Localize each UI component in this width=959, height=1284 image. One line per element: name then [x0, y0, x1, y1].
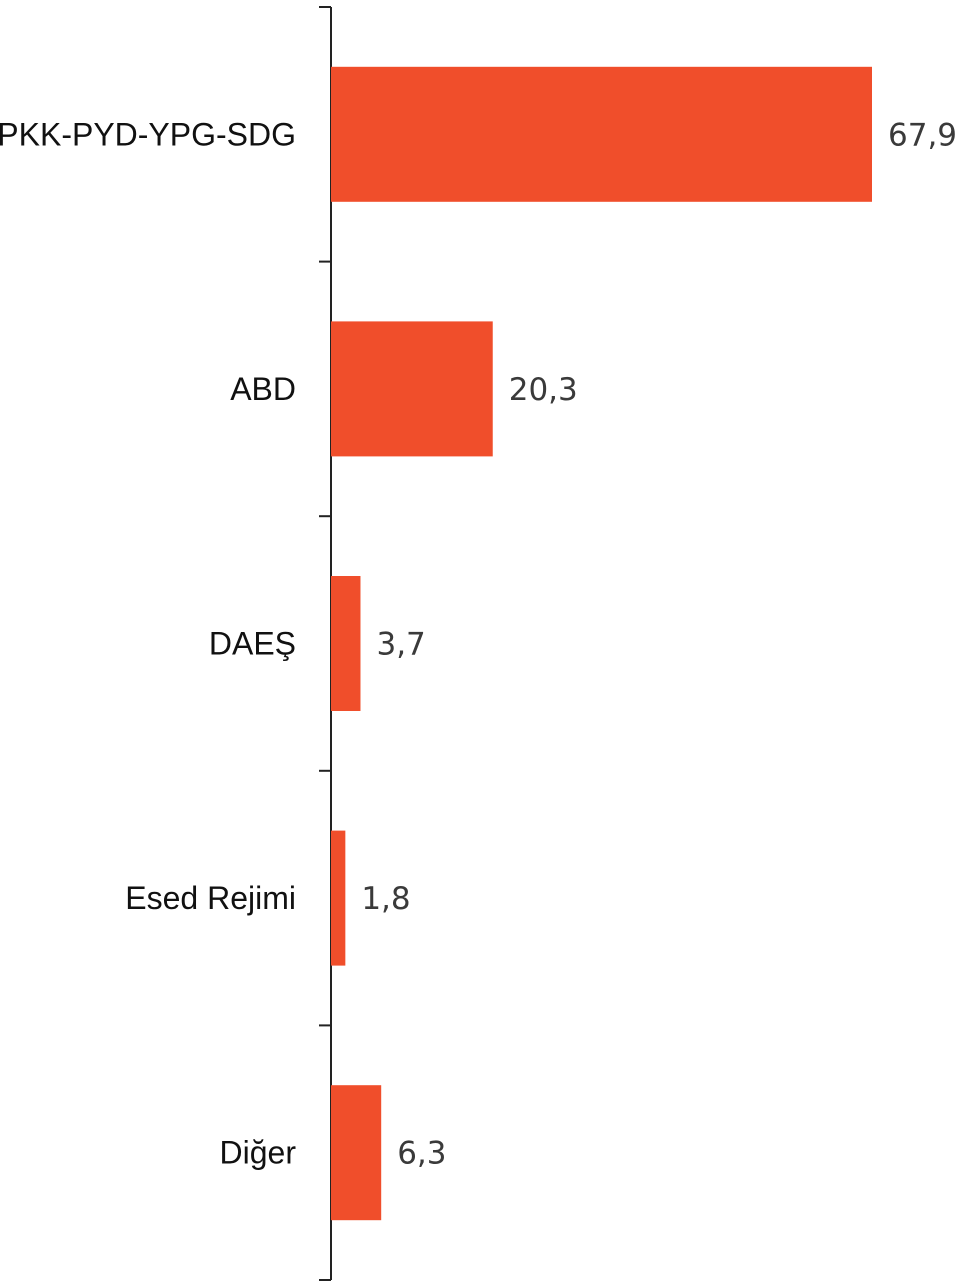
bar: [331, 66, 872, 202]
category-label: ABD: [230, 371, 296, 407]
value-label: 3,7: [376, 627, 425, 663]
category-label: Diğer: [220, 1135, 297, 1171]
value-label: 20,3: [509, 372, 578, 408]
category-label: DAEŞ: [209, 626, 296, 662]
bars: [331, 66, 872, 1221]
category-axis: [319, 6, 332, 1281]
value-label: 1,8: [361, 881, 410, 917]
bar: [331, 321, 493, 457]
category-label: Esed Rejimi: [125, 880, 296, 916]
value-label: 6,3: [397, 1136, 446, 1172]
labels: PKK-PYD-YPG-SDG 67,9 ABD 20,3 DAEŞ 3,7 Esed Re…: [0, 116, 957, 1171]
category-label: PKK-PYD-YPG-SDG: [0, 116, 296, 152]
bar: [331, 830, 346, 966]
bar: [331, 1085, 382, 1221]
value-label: 67,9: [888, 117, 957, 153]
bar: [331, 576, 361, 711]
